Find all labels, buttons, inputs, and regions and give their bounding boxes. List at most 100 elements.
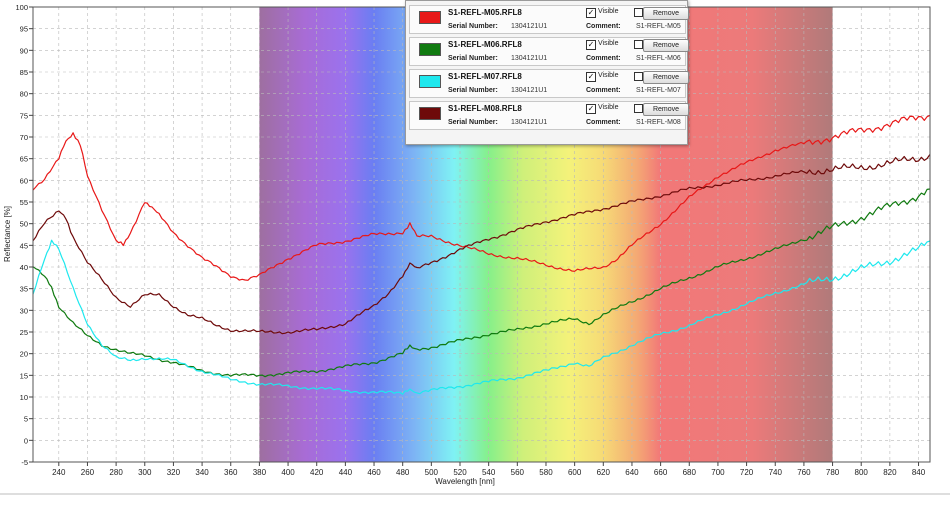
y-tick-label: 65 bbox=[20, 155, 28, 164]
remove-button[interactable]: Remove bbox=[643, 7, 689, 20]
series-file-name: S1-REFL-M07.RFL8 bbox=[448, 72, 522, 81]
y-tick-label: 80 bbox=[20, 90, 28, 99]
legend-entry: S1-REFL-M08.RFL8 Serial Number: 1304121U1 ✓… bbox=[409, 101, 689, 130]
x-tick-label: 800 bbox=[855, 468, 869, 477]
y-tick-label: 85 bbox=[20, 68, 28, 77]
y-tick-label: 45 bbox=[20, 241, 28, 250]
visible-label: Visible bbox=[598, 72, 619, 79]
y-tick-label: 20 bbox=[20, 350, 28, 359]
visible-label: Visible bbox=[598, 8, 619, 15]
serial-number-value: 1304121U1 bbox=[511, 119, 548, 126]
x-tick-label: 240 bbox=[52, 468, 66, 477]
comment-value: S1-REFL-M08 bbox=[636, 119, 681, 126]
comment-label: Comment: bbox=[586, 23, 621, 30]
serial-number-value: 1304121U1 bbox=[511, 87, 548, 94]
serial-number-label: Serial Number: bbox=[448, 87, 498, 94]
x-tick-label: 620 bbox=[597, 468, 611, 477]
y-axis-label: Reflectance [%] bbox=[3, 206, 12, 262]
comment-value: S1-REFL-M05 bbox=[636, 23, 681, 30]
y-tick-label: 100 bbox=[15, 3, 28, 12]
legend-entry: S1-REFL-M06.RFL8 Serial Number: 1304121U1 ✓… bbox=[409, 37, 689, 66]
y-tick-label: -5 bbox=[21, 458, 28, 467]
x-tick-label: 580 bbox=[539, 468, 553, 477]
x-tick-label: 760 bbox=[797, 468, 811, 477]
x-tick-label: 360 bbox=[224, 468, 238, 477]
comment-label: Comment: bbox=[586, 87, 621, 94]
comment-value: S1-REFL-M07 bbox=[636, 87, 681, 94]
y-tick-label: 95 bbox=[20, 25, 28, 34]
remove-button[interactable]: Remove bbox=[643, 103, 689, 116]
x-tick-label: 700 bbox=[711, 468, 725, 477]
series-line-s1-refl-m06-rfl8 bbox=[32, 188, 931, 378]
x-tick-label: 640 bbox=[625, 468, 639, 477]
serial-number-label: Serial Number: bbox=[448, 23, 498, 30]
x-tick-label: 280 bbox=[109, 468, 123, 477]
series-color-swatch[interactable] bbox=[419, 11, 441, 24]
series-file-name: S1-REFL-M08.RFL8 bbox=[448, 104, 522, 113]
x-tick-label: 780 bbox=[826, 468, 840, 477]
visible-label: Visible bbox=[598, 40, 619, 47]
remove-button[interactable]: Remove bbox=[643, 39, 689, 52]
x-tick-label: 560 bbox=[511, 468, 525, 477]
x-tick-label: 660 bbox=[654, 468, 668, 477]
x-tick-label: 740 bbox=[769, 468, 783, 477]
x-tick-label: 600 bbox=[568, 468, 582, 477]
x-tick-label: 380 bbox=[253, 468, 267, 477]
series-color-swatch[interactable] bbox=[419, 43, 441, 56]
comment-label: Comment: bbox=[586, 55, 621, 62]
visible-checkbox[interactable]: ✓ bbox=[586, 104, 596, 114]
visible-checkbox[interactable]: ✓ bbox=[586, 8, 596, 18]
remove-checkbox[interactable] bbox=[634, 72, 643, 81]
y-tick-label: 50 bbox=[20, 220, 28, 229]
y-tick-label: 60 bbox=[20, 176, 28, 185]
serial-number-value: 1304121U1 bbox=[511, 55, 548, 62]
remove-checkbox[interactable] bbox=[634, 104, 643, 113]
legend-entry: S1-REFL-M05.RFL8 Serial Number: 1304121U1 ✓… bbox=[409, 5, 689, 34]
series-color-swatch[interactable] bbox=[419, 75, 441, 88]
y-tick-label: 10 bbox=[20, 393, 28, 402]
y-tick-label: 15 bbox=[20, 371, 28, 380]
x-tick-label: 720 bbox=[740, 468, 754, 477]
legend-panel: S1-REFL-M05.RFL8 Serial Number: 1304121U1 ✓… bbox=[405, 0, 689, 145]
remove-checkbox[interactable] bbox=[634, 8, 643, 17]
x-tick-label: 480 bbox=[396, 468, 410, 477]
x-tick-label: 520 bbox=[453, 468, 467, 477]
y-tick-label: 70 bbox=[20, 133, 28, 142]
x-tick-label: 820 bbox=[883, 468, 897, 477]
comment-label: Comment: bbox=[586, 119, 621, 126]
serial-number-value: 1304121U1 bbox=[511, 23, 548, 30]
serial-number-label: Serial Number: bbox=[448, 119, 498, 126]
x-axis-label: Wavelength [nm] bbox=[435, 477, 495, 486]
comment-value: S1-REFL-M06 bbox=[636, 55, 681, 62]
x-tick-label: 680 bbox=[683, 468, 697, 477]
x-tick-label: 400 bbox=[281, 468, 295, 477]
y-tick-label: 30 bbox=[20, 306, 28, 315]
x-tick-label: 260 bbox=[81, 468, 95, 477]
y-tick-label: 25 bbox=[20, 328, 28, 337]
x-tick-label: 460 bbox=[367, 468, 381, 477]
y-tick-label: 75 bbox=[20, 111, 28, 120]
x-tick-label: 420 bbox=[310, 468, 324, 477]
series-file-name: S1-REFL-M06.RFL8 bbox=[448, 40, 522, 49]
series-line-s1-refl-m05-rfl8 bbox=[32, 114, 931, 281]
y-tick-label: 35 bbox=[20, 285, 28, 294]
remove-button[interactable]: Remove bbox=[643, 71, 689, 84]
visible-label: Visible bbox=[598, 104, 619, 111]
x-tick-label: 320 bbox=[167, 468, 181, 477]
series-line-s1-refl-m07-rfl8 bbox=[32, 239, 931, 395]
y-tick-label: 40 bbox=[20, 263, 28, 272]
y-tick-label: 90 bbox=[20, 46, 28, 55]
y-tick-label: 0 bbox=[24, 436, 28, 445]
legend-entry: S1-REFL-M07.RFL8 Serial Number: 1304121U1 ✓… bbox=[409, 69, 689, 98]
remove-checkbox[interactable] bbox=[634, 40, 643, 49]
x-tick-label: 300 bbox=[138, 468, 152, 477]
serial-number-label: Serial Number: bbox=[448, 55, 498, 62]
x-tick-label: 540 bbox=[482, 468, 496, 477]
visible-checkbox[interactable]: ✓ bbox=[586, 72, 596, 82]
x-tick-label: 440 bbox=[339, 468, 353, 477]
x-tick-label: 840 bbox=[912, 468, 926, 477]
series-line-s1-refl-m08-rfl8 bbox=[32, 153, 931, 335]
series-color-swatch[interactable] bbox=[419, 107, 441, 120]
y-tick-label: 55 bbox=[20, 198, 28, 207]
visible-checkbox[interactable]: ✓ bbox=[586, 40, 596, 50]
